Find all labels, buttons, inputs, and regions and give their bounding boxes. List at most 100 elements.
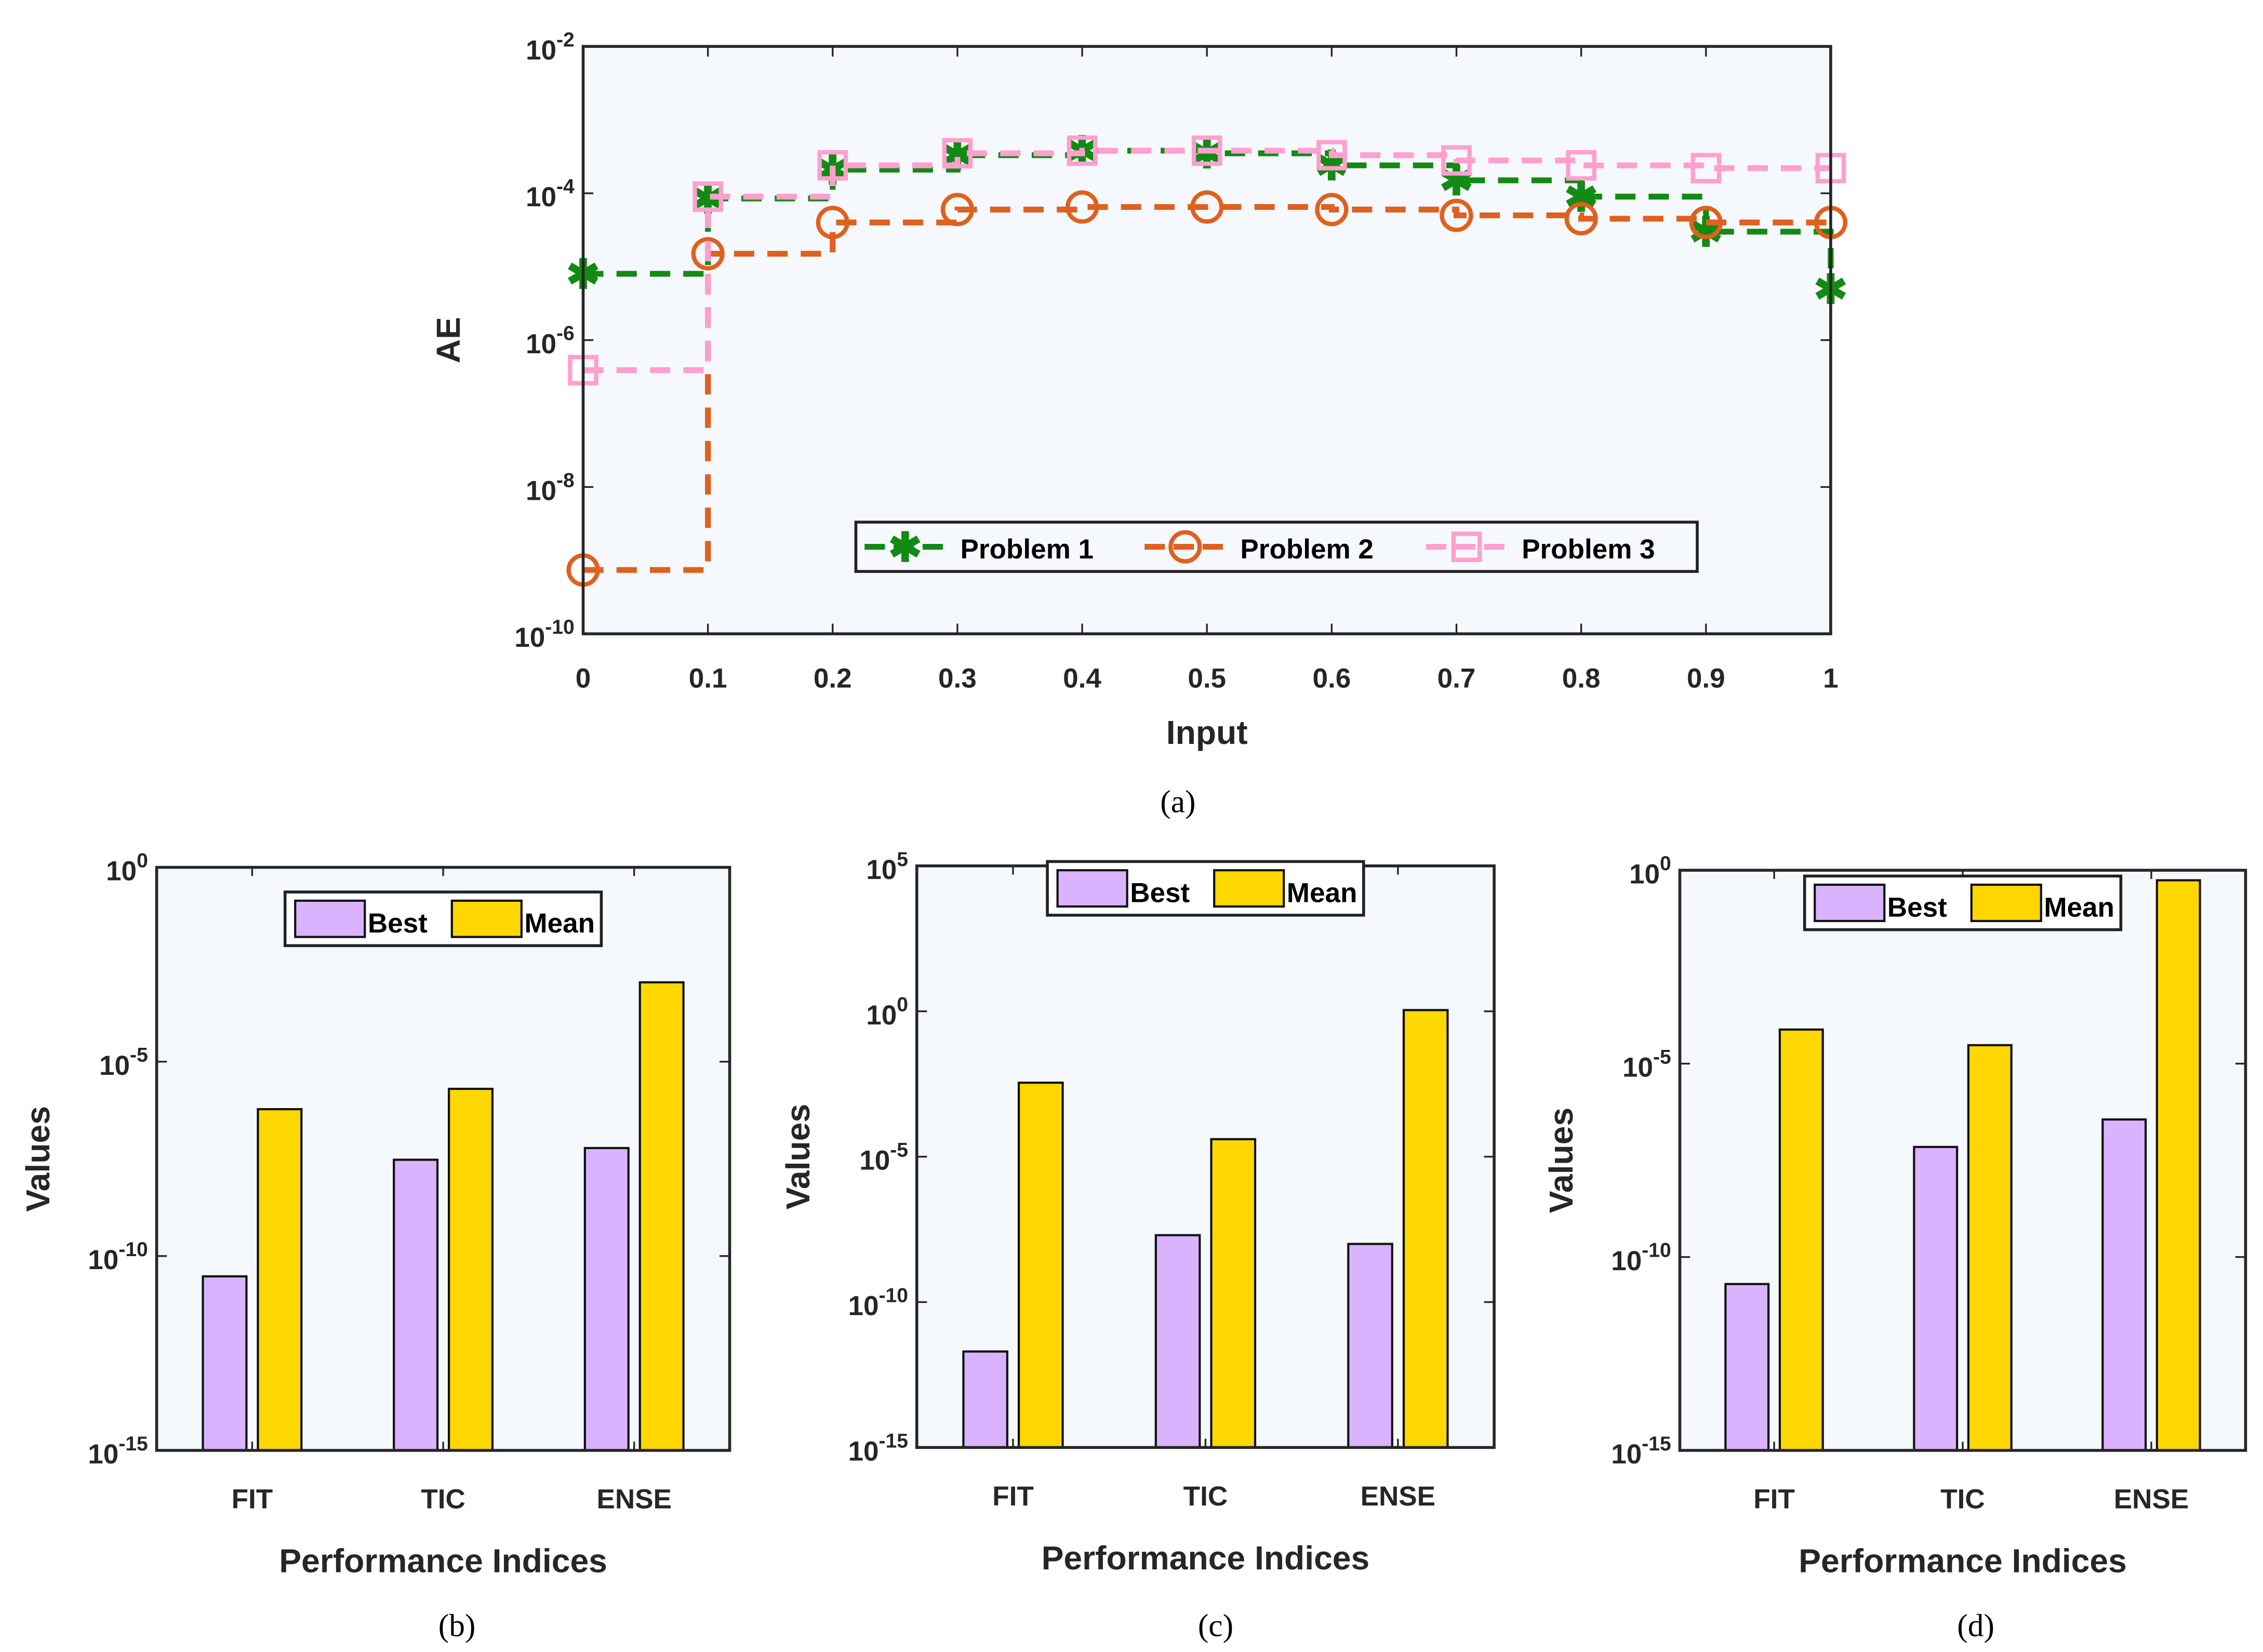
bar-mean-fit: [1778, 1028, 1824, 1452]
legend-label: Best: [1130, 878, 1190, 909]
bar-mean-tic: [1210, 1138, 1257, 1449]
x-tick-label: 0.9: [1687, 663, 1725, 694]
bar-best-tic: [393, 1158, 439, 1452]
bar-best-ense: [583, 1147, 630, 1452]
x-tick-label: 0.6: [1312, 663, 1351, 694]
y-tick-label: 100: [106, 850, 148, 887]
y-tick-label: 10-10: [848, 1284, 908, 1321]
circle-marker: [1564, 202, 1598, 236]
plot-area: [1680, 870, 2246, 1450]
chart-d: 10-15 10-10 10-5 100 FIT TIC ENSE Best Mean Perfo…: [1542, 852, 2247, 1579]
x-tick-label: 0.8: [1562, 663, 1601, 694]
x-tick-label: 1: [1823, 663, 1839, 694]
series-3: [568, 135, 1846, 385]
square-marker: [817, 150, 848, 181]
caption-d: (d): [1957, 1608, 1994, 1643]
y-tick-label: 10-4: [526, 176, 575, 212]
legend-swatch-mean: [450, 899, 523, 938]
caption-c: (c): [1198, 1608, 1233, 1643]
y-tick-label: 10-15: [1611, 1433, 1671, 1470]
bar-best-ense: [2101, 1118, 2147, 1452]
x-tick-label: TIC: [421, 1484, 465, 1515]
legend-swatch-best: [294, 899, 366, 938]
y-tick-label: 10-10: [88, 1238, 148, 1275]
legend: Best Mean: [283, 890, 603, 948]
x-tick-label: FIT: [1753, 1484, 1795, 1515]
circle-marker: [1168, 530, 1202, 564]
square-marker: [693, 181, 723, 212]
x-tick-label: ENSE: [2114, 1484, 2189, 1515]
y-tick-label: 10-15: [848, 1430, 908, 1467]
x-tick-label: TIC: [1940, 1484, 1985, 1515]
bar-mean-fit: [257, 1108, 303, 1452]
x-tick-label: FIT: [232, 1484, 273, 1515]
y-tick-label: 10-5: [859, 1139, 908, 1176]
y-axis-label: Values: [1542, 1108, 1580, 1213]
legend-label: Mean: [2044, 892, 2114, 923]
circle-marker: [1065, 190, 1099, 224]
legend-box: [854, 521, 1699, 573]
legend-label: Mean: [524, 908, 595, 939]
bar-best-fit: [962, 1350, 1008, 1449]
x-tick-label: TIC: [1183, 1481, 1228, 1512]
legend: Best Mean: [1046, 860, 1365, 917]
y-tick-label: 100: [1629, 852, 1671, 889]
y-tick-label: 10-2: [526, 29, 575, 65]
y-tick-label: 10-8: [526, 469, 575, 506]
bar-best-tic: [1913, 1145, 1959, 1452]
legend-swatch-best: [1056, 869, 1128, 908]
x-tick-label: 0.3: [938, 663, 977, 694]
x-axis-label: Performance Indices: [1042, 1539, 1370, 1577]
y-tick-label: 10-10: [514, 616, 575, 653]
y-tick-label: 105: [866, 848, 908, 885]
square-marker: [1451, 531, 1482, 562]
x-tick-label: 0: [576, 663, 591, 694]
legend-swatch-mean: [1213, 869, 1285, 908]
x-tick-label: ENSE: [596, 1484, 671, 1515]
legend-swatch-mean: [1970, 883, 2042, 922]
circle-marker: [940, 193, 975, 227]
x-tick-label: 0.4: [1063, 663, 1101, 694]
square-marker: [1067, 135, 1098, 166]
x-tick-label: 0.1: [689, 663, 727, 694]
square-marker: [1690, 153, 1722, 183]
y-tick-label: 10-6: [526, 323, 575, 359]
caption-a: (a): [1160, 784, 1195, 819]
circle-marker: [1190, 190, 1224, 224]
chart-c: 10-15 10-10 10-5 100 105 FIT TIC ENSE Best Mean Pe…: [779, 848, 1496, 1577]
x-axis-label: Performance Indices: [279, 1542, 607, 1579]
bar-best-ense: [1347, 1243, 1393, 1449]
legend-label: Problem 2: [1240, 534, 1374, 565]
bar-mean-tic: [447, 1087, 494, 1452]
square-marker: [1566, 150, 1596, 181]
circle-marker: [1689, 206, 1723, 239]
plot-frame: [581, 45, 1832, 635]
square-marker: [1191, 135, 1222, 166]
circle-marker: [1315, 193, 1349, 227]
bar-mean-ense: [1402, 1009, 1449, 1449]
x-axis-label: Performance Indices: [1799, 1542, 2127, 1579]
x-axis-label: Input: [1166, 714, 1248, 751]
circle-marker: [691, 237, 725, 271]
plot-area: [916, 865, 1495, 1448]
bar-mean-tic: [1967, 1044, 2013, 1452]
plot-frame: [155, 865, 731, 1452]
x-tick-label: FIT: [992, 1481, 1034, 1512]
y-axis-label: Values: [19, 1106, 57, 1211]
legend-swatch-best: [1814, 883, 1886, 922]
series-line: [583, 204, 1831, 573]
chart-a: 10-10 10-8 10-6 10-4 10-2 0 0.1 0.2 0.3 0.4 0.5 0.6…: [430, 29, 1847, 751]
bar-best-fit: [1724, 1283, 1770, 1452]
y-tick-label: 10-10: [1611, 1240, 1671, 1276]
asterisk-marker: ✱: [888, 524, 923, 570]
bar-mean-ense: [638, 981, 685, 1452]
plot-frame: [1678, 869, 2247, 1452]
legend-label: Problem 1: [961, 534, 1094, 565]
square-marker: [1316, 140, 1347, 171]
y-tick-label: 100: [866, 994, 908, 1031]
bar-mean-ense: [2155, 879, 2201, 1452]
y-axis-label: Values: [779, 1104, 817, 1209]
bar-best-fit: [202, 1275, 248, 1452]
legend-label: Problem 3: [1522, 534, 1655, 565]
square-marker: [942, 138, 973, 169]
